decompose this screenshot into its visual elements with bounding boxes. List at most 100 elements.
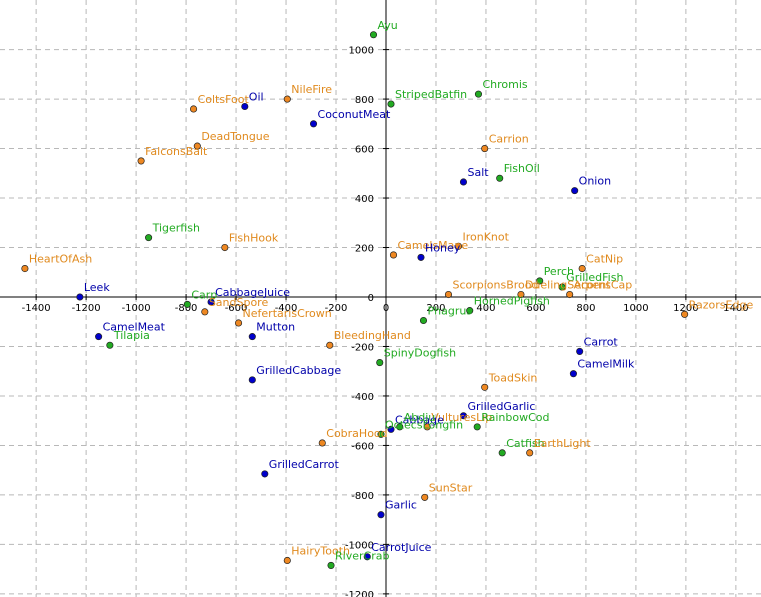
point-scorpionsbrood [444,290,453,299]
y-tick-label: -1000 [345,540,374,551]
x-tick-label: -200 [325,303,348,314]
point-hairytooth [283,556,291,565]
point-carrot [576,347,584,355]
point-label-octecslongfin: OctecsLongfin [385,418,463,431]
y-tick-label: -200 [351,342,374,353]
point-catfish [498,449,506,457]
x-tick-label: -1000 [122,303,151,314]
point-label-grilledcabbage: GrilledCabbage [256,364,341,377]
point-label-vultureslip: VulturesLip [431,411,492,424]
point-label-carp: Carp [191,288,217,301]
x-tick-label: -400 [275,303,298,314]
point-tilapia [106,341,114,349]
tick-labels: -1400 -1200 -1000 -800 -600 -400 -200 0 200 400 60… [22,46,749,597]
point-label-nefertariscrown: NefertarisCrown [243,307,332,320]
point-label-phagrus: Phagrus [427,305,472,318]
point-label-stripedbatfin: StripedBatfin [395,88,467,101]
point-label-leek: Leek [84,281,110,294]
point-label-catfish: Catfish [506,437,544,450]
point-garlic [377,511,385,519]
point-grilledcarrot [261,470,269,478]
point-label-grilledcarrot: GrilledCarrot [269,458,340,471]
point-perch [536,277,544,285]
point-label-scorpionsbrood: ScorpionsBrood [452,279,538,292]
point-label-rainbowcod: RainbowCod [481,411,549,424]
point-heartofash [21,264,29,273]
point-label-heartofash: HeartOfAsh [29,253,92,266]
point-nilefire [283,95,291,103]
y-tick-label: 400 [355,194,374,205]
y-tick-label: -400 [351,392,374,403]
point-label-abdju: Abdju [404,411,436,424]
point-label-nilefire: NileFire [291,83,332,96]
point-label-chromis: Chromis [482,78,527,91]
point-rivercrab [327,561,335,569]
y-tick-label: -1200 [345,590,374,597]
point-camelmeat [95,333,103,341]
point-earthlight [526,449,534,457]
y-tick-label: 800 [355,95,374,106]
point-label-catnip: CatNip [586,253,623,266]
point-tigerfish [145,234,153,242]
y-tick-label: 1000 [349,46,374,57]
point-label-acornscap: AcornsCap [574,279,633,292]
point-camelmilk [569,370,577,378]
point-cabbage [387,425,395,433]
point-leek [76,293,84,301]
point-nefertariscrown [235,319,243,327]
point-razorsedge [681,310,689,318]
point-grilledgarlic [459,412,468,420]
point-sunstar [421,493,429,501]
point-label-camelmeat: CamelMeat [103,321,166,334]
point-label-ayu: Ayu [378,19,398,32]
point-carrion [481,145,489,153]
point-cabbagejuice [207,298,215,306]
point-label-oil: Oil [249,91,264,104]
point-label-mutton: Mutton [256,321,295,334]
point-grilledfish [558,283,566,291]
point-spinydogfish [376,359,384,367]
point-coconutmeat [309,120,318,128]
x-tick-label: 800 [576,303,595,314]
point-label-toadskin: ToadSkin [488,371,538,384]
point-hornedpigfish [466,307,474,315]
point-sandspore [201,308,209,316]
x-tick-label: 1000 [623,303,648,314]
point-bleedinghand [326,341,334,349]
point-label-tilapia: Tilapia [113,329,150,342]
point-label-onion: Onion [579,175,611,188]
x-tick-label: -1400 [22,303,51,314]
point-label-spinydogfish: SpinyDogfish [384,347,456,360]
point-honey [417,253,425,261]
x-tick-label: 400 [476,303,495,314]
point-label-tigerfish: Tigerfish [152,222,200,235]
point-labels: Ayu StripedBatfin Chromis NileFire OilColtsF… [29,19,754,563]
point-abdju [396,423,404,431]
y-tick-label: 200 [355,244,374,255]
point-label-razorsedge: RazorsEdge [689,298,754,311]
point-stripedbatfin [387,100,395,108]
point-label-earthlight: EarthLight [534,437,592,450]
y-tick-label: 600 [355,145,374,156]
point-cobrahood [318,439,326,447]
point-label-hornedpigfish: HornedPigfish [474,295,550,308]
point-label-duelingserpent: DuelingSerpent [525,279,611,292]
point-label-falconsbait: FalconsBait [145,145,208,158]
point-label-camelsmane: CamelsMane [397,239,468,252]
point-catnip [578,264,586,273]
point-label-fishhook: FishHook [229,232,279,245]
point-label-ironknot: IronKnot [462,230,509,243]
point-octecslongfin [377,430,385,438]
point-deadtongue [193,142,201,150]
point-label-perch: Perch [544,265,574,278]
point-camelsmane [389,251,398,259]
point-coltsfoot [190,105,198,113]
point-vultureslip [423,423,431,431]
point-label-camelmilk: CamelMilk [577,358,635,371]
point-label-honey: Honey [425,241,461,254]
point-label-cabbagejuice: CabbageJuice [215,286,290,299]
point-label-deadtongue: DeadTongue [201,130,269,143]
point-mutton [248,333,256,341]
